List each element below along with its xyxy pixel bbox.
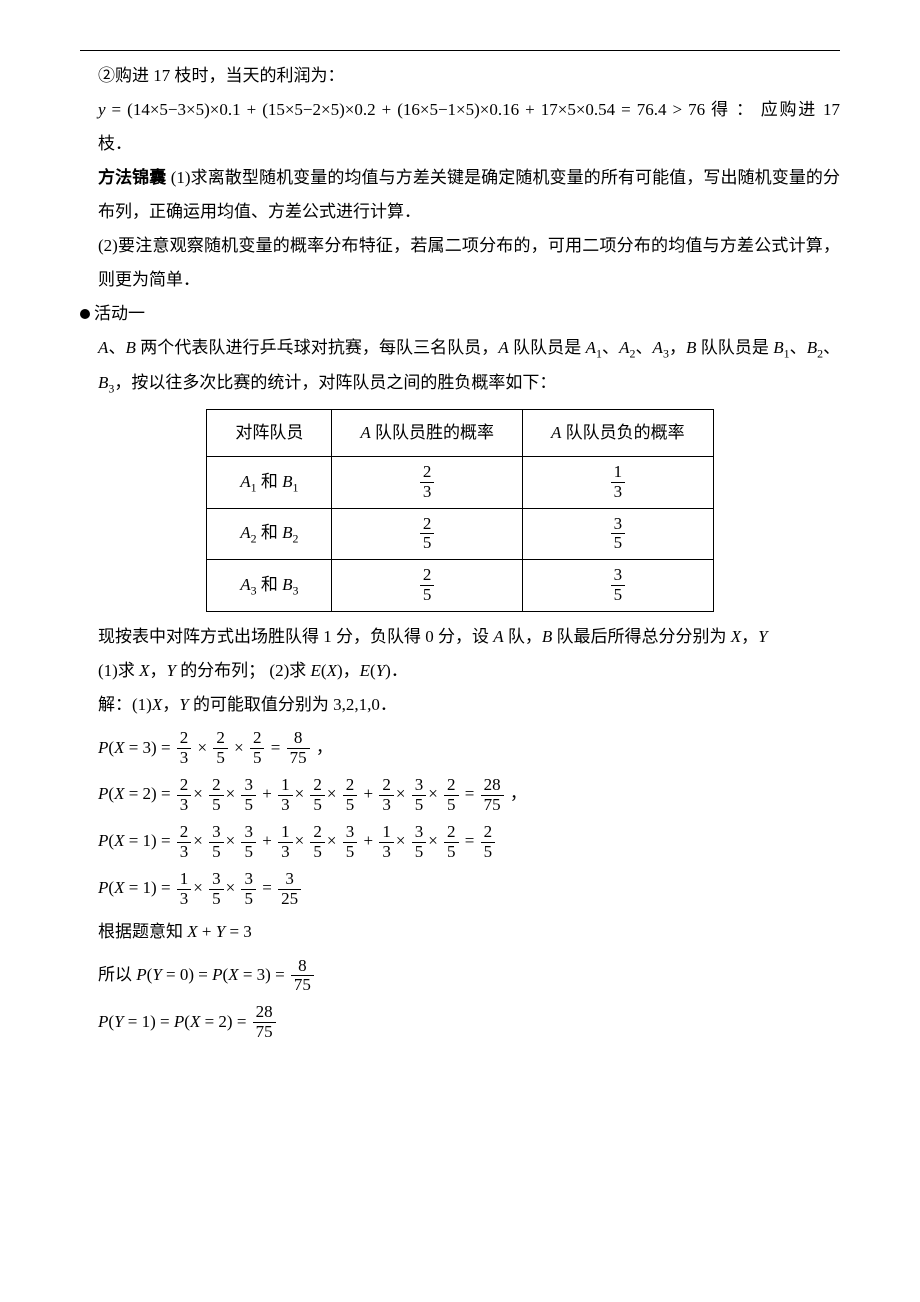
top-divider <box>80 50 840 51</box>
line-buy17: ②购进 17 枝时，当天的利润为： <box>80 59 840 93</box>
pair-cell: A1 和 B1 <box>207 457 332 508</box>
win-cell: 25 <box>332 560 523 611</box>
team-a: A <box>98 338 108 357</box>
activity-intro: A、B 两个代表队进行乒乓球对抗赛，每队三名队员，A 队队员是 A1、A2、A3… <box>80 331 840 401</box>
method-paragraph-2: (2)要注意观察随机变量的概率分布特征，若属二项分布的，可用二项分布的均值与方差… <box>80 229 840 297</box>
table-row: A1 和 B1 23 13 <box>207 457 713 508</box>
profit-equation-line: y = (14×5−3×5)×0.1 + (15×5−2×5)×0.2 + (1… <box>80 93 840 161</box>
bullet-icon <box>80 309 90 319</box>
team-b: B <box>126 338 136 357</box>
scoring-rule: 现按表中对阵方式出场胜队得 1 分，负队得 0 分，设 A 队，B 队最后所得总… <box>80 620 840 654</box>
document-page: ②购进 17 枝时，当天的利润为： y = (14×5−3×5)×0.1 + (… <box>0 0 920 1108</box>
pair-cell: A2 和 B2 <box>207 508 332 559</box>
activity-heading: 活动一 <box>80 297 840 331</box>
activity-label: 活动一 <box>94 304 145 323</box>
probability-table: 对阵队员 A 队队员胜的概率 A 队队员负的概率 A1 和 B1 23 13 A… <box>206 409 713 611</box>
activity-intro-2: 按以往多次比赛的统计，对阵队员之间的胜负概率如下： <box>131 373 556 392</box>
p-y-0: 所以 P(Y = 0) = P(X = 3) = 875 <box>98 955 840 996</box>
lose-cell: 35 <box>523 560 714 611</box>
relation-line: 根据题意知 X + Y = 3 <box>80 915 840 949</box>
table-row: A2 和 B2 25 35 <box>207 508 713 559</box>
col-header-pair: 对阵队员 <box>207 410 332 457</box>
solution-head: 解：(1)X，Y 的可能取值分别为 3,2,1,0． <box>80 688 840 722</box>
p-x-2: P(X = 2) = 23× 25× 35 + 13× 25× 25 + 23×… <box>98 774 840 815</box>
p-x-1: P(X = 1) = 23× 35× 35 + 13× 25× 35 + 13×… <box>98 821 840 862</box>
pair-cell: A3 和 B3 <box>207 560 332 611</box>
table-header-row: 对阵队员 A 队队员胜的概率 A 队队员负的概率 <box>207 410 713 457</box>
question-line: (1)求 X，Y 的分布列； (2)求 E(X)，E(Y)． <box>80 654 840 688</box>
win-cell: 25 <box>332 508 523 559</box>
win-cell: 23 <box>332 457 523 508</box>
profit-equation: y = (14×5−3×5)×0.1 + (15×5−2×5)×0.2 + (1… <box>98 100 711 119</box>
table-row: A3 和 B3 25 35 <box>207 560 713 611</box>
p-x-3: P(X = 3) = 23 × 25 × 25 = 875 ， <box>98 728 840 769</box>
lose-cell: 35 <box>523 508 714 559</box>
p-x-1b: P(X = 1) = 13× 35× 35 = 325 <box>98 868 840 909</box>
col-header-win: A 队队员胜的概率 <box>332 410 523 457</box>
method-label: 方法锦囊 <box>98 168 166 187</box>
method-paragraph-1: 方法锦囊 (1)求离散型随机变量的均值与方差关键是确定随机变量的所有可能值，写出… <box>80 161 840 229</box>
p-y-1: P(Y = 1) = P(X = 2) = 2875 <box>98 1002 840 1043</box>
method-text-1: (1)求离散型随机变量的均值与方差关键是确定随机变量的所有可能值，写出随机变量的… <box>98 168 840 221</box>
lose-cell: 13 <box>523 457 714 508</box>
col-header-lose: A 队队员负的概率 <box>523 410 714 457</box>
